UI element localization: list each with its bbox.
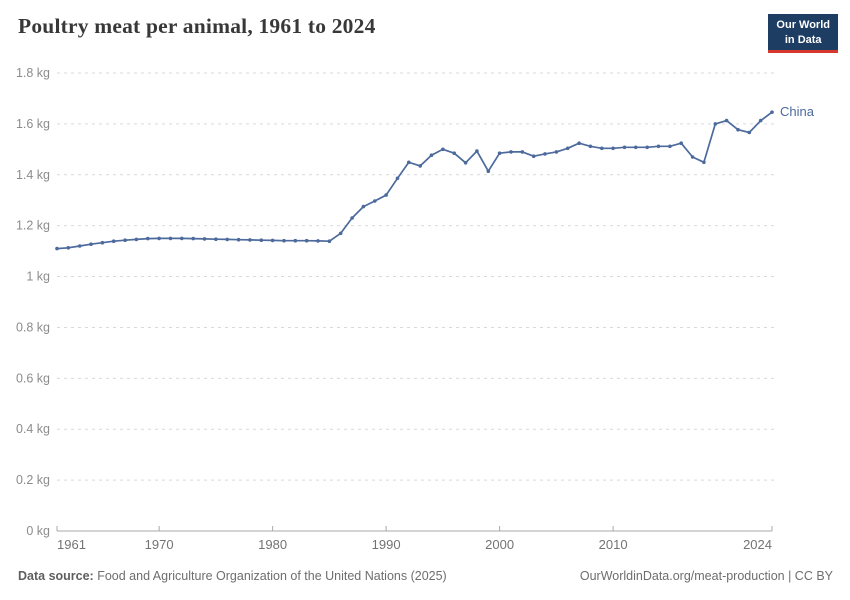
data-point-marker: [327, 239, 332, 243]
data-point-marker: [611, 146, 615, 151]
data-point-marker: [270, 238, 275, 243]
x-axis-tick-label: 2024: [743, 537, 772, 552]
data-point-marker: [543, 152, 547, 156]
data-point-marker: [338, 231, 343, 236]
data-point-marker: [724, 118, 729, 123]
owid-logo-line1: Our World: [776, 19, 830, 31]
x-axis-tick-label: 1990: [372, 537, 401, 552]
x-axis-tick-label: 2010: [599, 537, 628, 552]
data-point-marker: [418, 164, 423, 168]
data-point-marker: [191, 236, 195, 241]
data-point-marker: [690, 155, 695, 159]
data-point-marker: [248, 238, 252, 242]
data-point-marker: [588, 144, 593, 149]
data-point-marker: [100, 240, 105, 245]
data-point-marker: [679, 141, 683, 145]
data-point-marker: [77, 244, 82, 248]
data-point-marker: [600, 146, 604, 151]
data-point-marker: [214, 237, 218, 241]
data-point-marker: [645, 145, 649, 150]
y-axis-tick-label: 0.4 kg: [16, 422, 50, 436]
data-point-marker: [168, 236, 173, 241]
data-point-marker: [475, 149, 479, 153]
chart-footer: Data source: Food and Agriculture Organi…: [18, 569, 833, 583]
data-point-marker: [736, 127, 740, 132]
data-point-marker: [361, 204, 366, 209]
data-point-marker: [55, 246, 59, 251]
data-point-marker: [668, 144, 672, 149]
data-point-marker: [111, 239, 116, 243]
x-axis-tick-label: 1970: [145, 537, 174, 552]
data-point-marker: [123, 238, 127, 242]
y-axis-tick-label: 1.8 kg: [16, 66, 50, 80]
data-point-marker: [702, 160, 706, 165]
data-point-marker: [373, 199, 377, 203]
data-point-marker: [565, 146, 570, 151]
data-point-marker: [758, 118, 763, 123]
data-point-marker: [622, 145, 627, 150]
data-point-marker: [747, 130, 752, 135]
owid-url-license[interactable]: OurWorldinData.org/meat-production | CC …: [579, 569, 833, 583]
data-point-marker: [463, 161, 468, 165]
y-axis-tick-label: 0.2 kg: [16, 473, 50, 487]
data-point-marker: [225, 237, 229, 242]
y-axis-tick-label: 1.2 kg: [16, 219, 50, 233]
x-axis-tick-label: 1961: [57, 537, 86, 552]
x-axis-tick-label: 2000: [485, 537, 514, 552]
data-point-marker: [146, 236, 150, 241]
data-point-marker: [407, 160, 411, 165]
data-point-marker: [520, 150, 525, 154]
data-point-marker: [316, 239, 320, 243]
data-point-marker: [770, 110, 774, 114]
series-entity-label[interactable]: China: [780, 104, 815, 119]
data-point-marker: [282, 238, 286, 243]
owid-logo-line2: in Data: [784, 33, 822, 46]
data-point-marker: [134, 237, 139, 242]
y-axis-tick-label: 1.6 kg: [16, 117, 50, 131]
data-point-marker: [531, 154, 536, 158]
data-point-marker: [656, 144, 661, 149]
chart-title: Poultry meat per animal, 1961 to 2024: [18, 14, 376, 38]
owid-logo[interactable]: Our World in Data: [768, 14, 838, 54]
data-point-marker: [429, 153, 434, 157]
data-point-marker: [304, 238, 309, 243]
data-point-marker: [395, 176, 400, 181]
data-point-marker: [384, 193, 388, 197]
y-axis-tick-label: 0.6 kg: [16, 371, 50, 385]
data-point-marker: [350, 216, 354, 220]
data-source-text: Food and Agriculture Organization of the…: [93, 569, 447, 583]
data-point-marker: [89, 242, 93, 246]
y-axis-tick-label: 0.8 kg: [16, 320, 50, 334]
data-point-marker: [497, 151, 502, 155]
data-point-marker: [554, 150, 559, 154]
data-point-marker: [180, 236, 184, 241]
data-point-marker: [259, 238, 264, 242]
data-point-marker: [509, 150, 513, 154]
data-point-marker: [577, 141, 581, 145]
data-point-marker: [236, 237, 241, 242]
data-source-note: Data source: Food and Agriculture Organi…: [18, 569, 447, 583]
data-point-marker: [486, 169, 491, 173]
data-point-marker: [441, 147, 445, 152]
data-point-marker: [66, 246, 71, 250]
y-axis-tick-label: 1 kg: [26, 270, 50, 284]
data-point-marker: [293, 238, 298, 243]
data-point-marker: [634, 145, 638, 150]
y-axis-tick-label: 0 kg: [26, 524, 50, 538]
data-source-label: Data source:: [18, 569, 94, 583]
y-axis-tick-label: 1.4 kg: [16, 168, 50, 182]
data-point-marker: [202, 237, 207, 241]
data-point-marker: [452, 151, 457, 155]
data-point-marker: [157, 236, 161, 241]
data-point-marker: [713, 122, 718, 126]
series-line-china[interactable]: [56, 111, 773, 250]
x-axis-tick-label: 1980: [258, 537, 287, 552]
